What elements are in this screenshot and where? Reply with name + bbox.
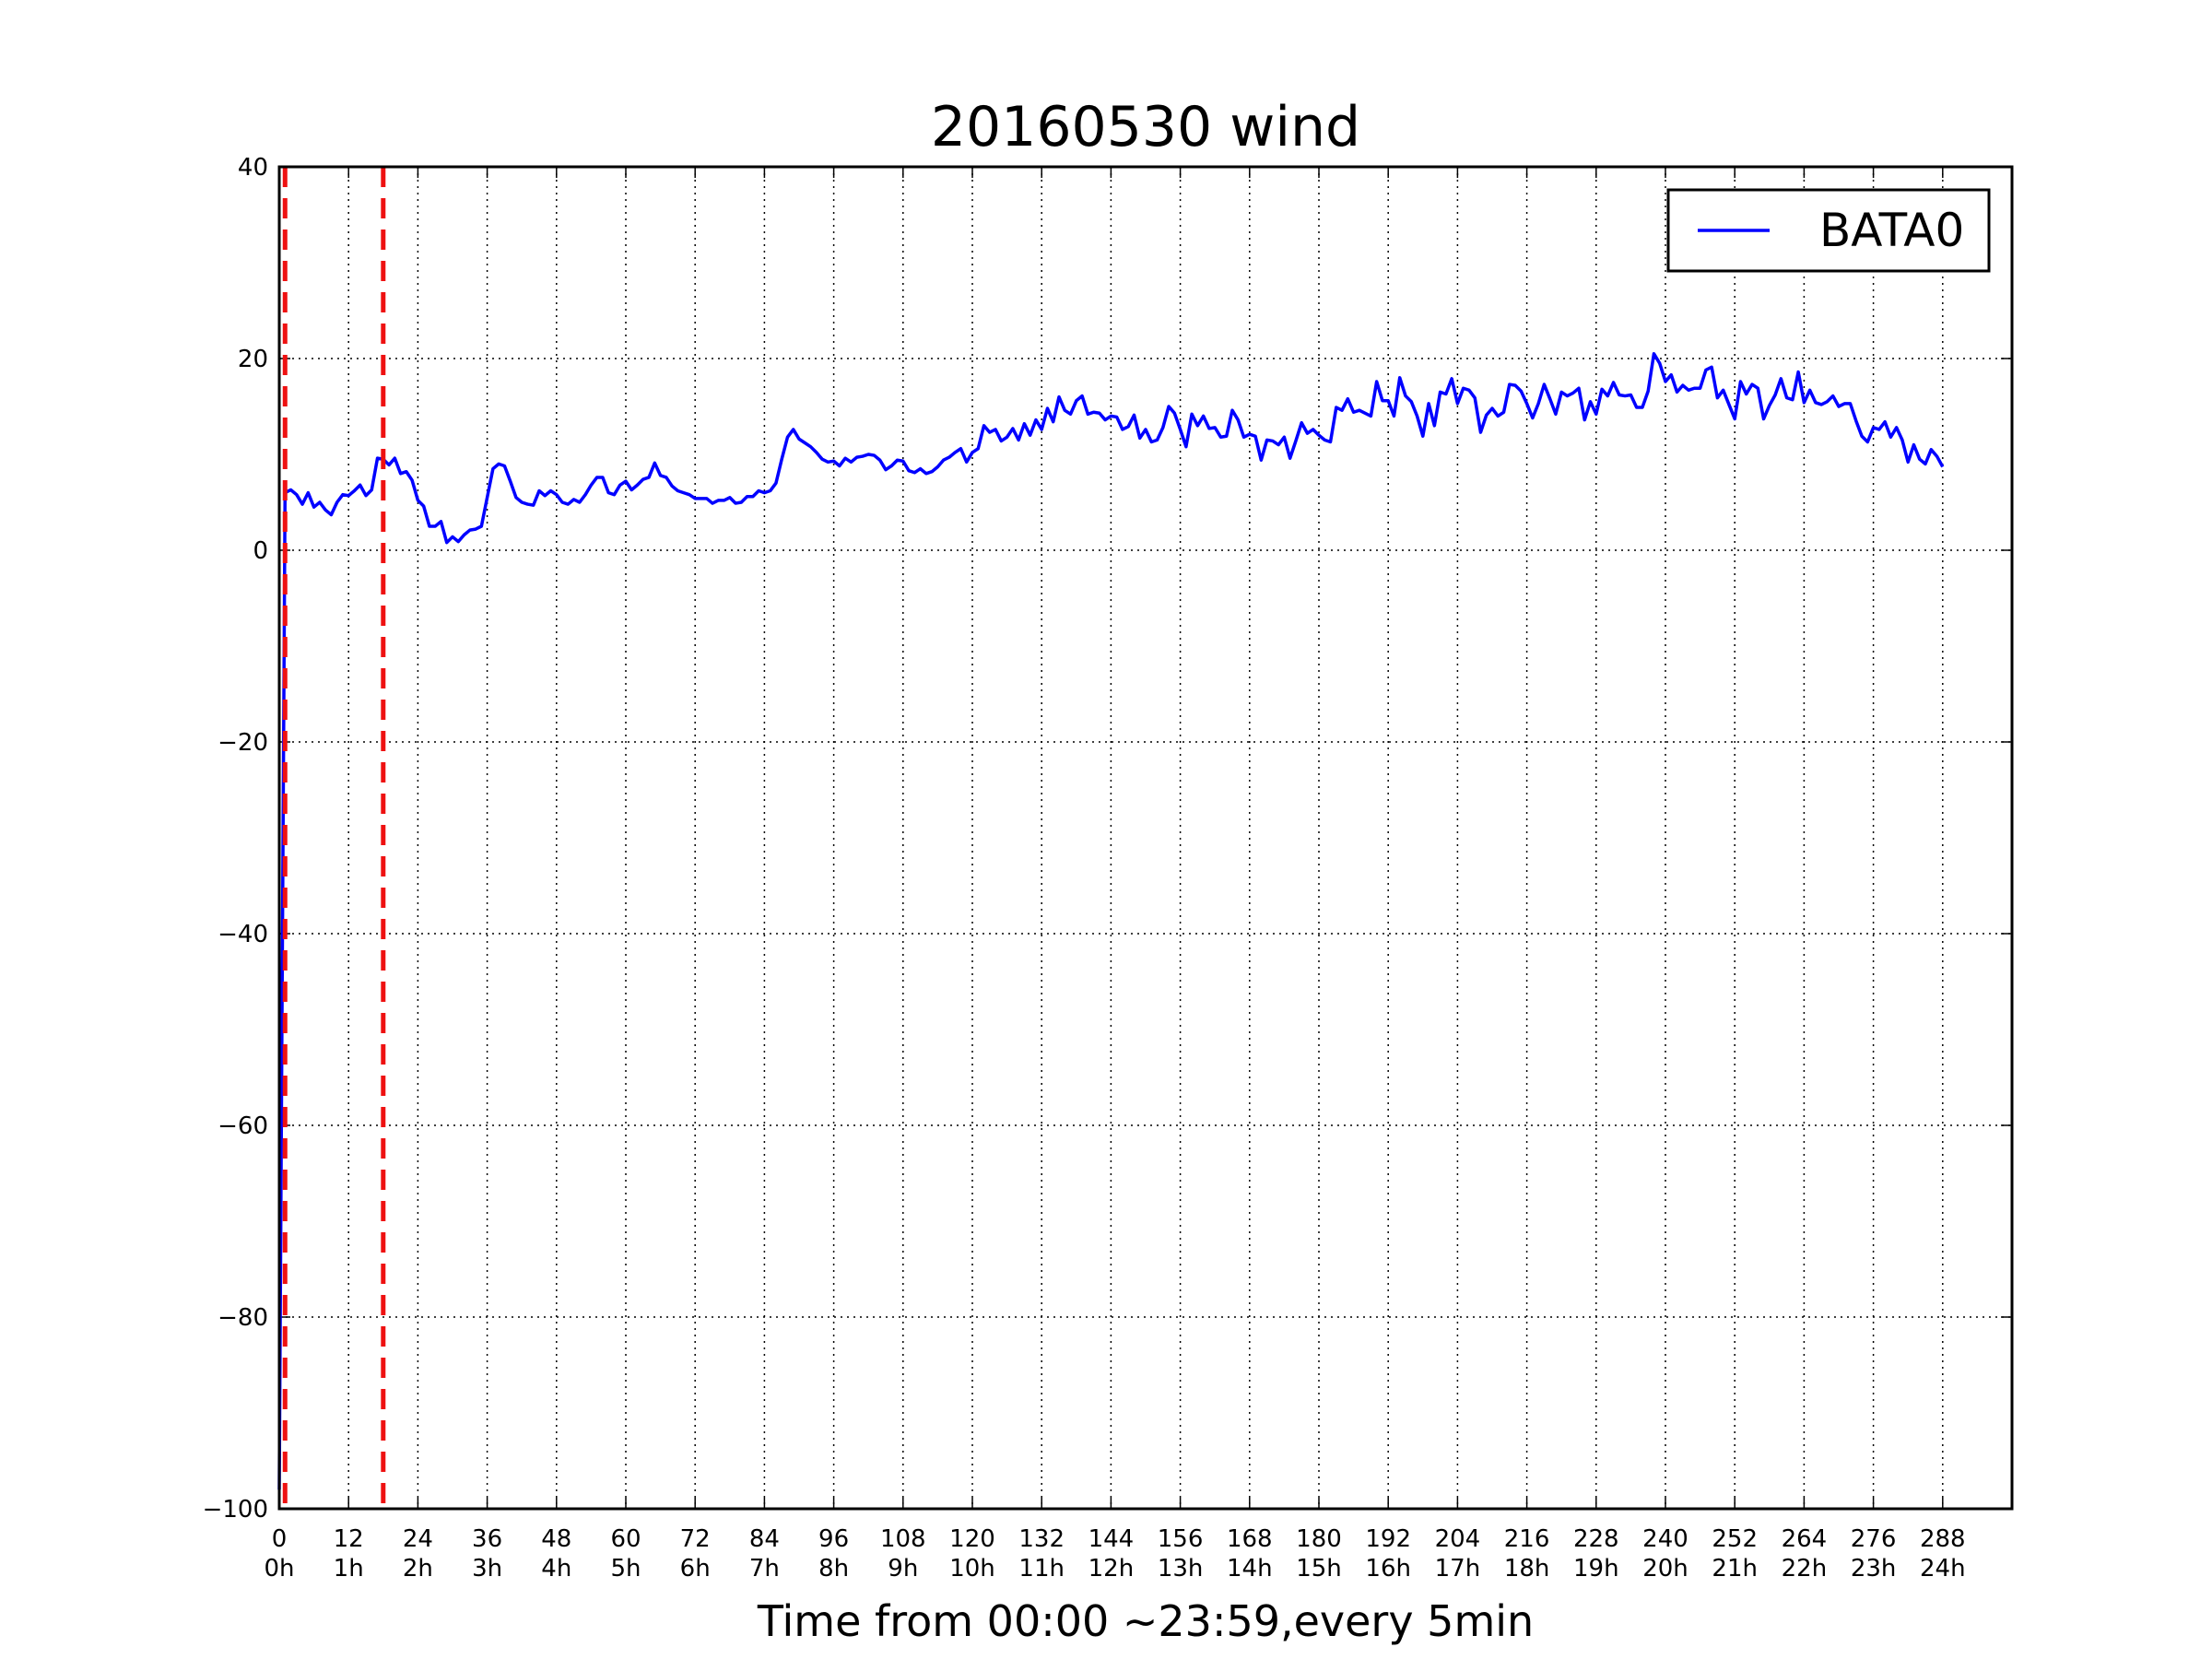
chart-title: 20160530 wind <box>931 95 1360 159</box>
plot-frame <box>277 165 2014 1511</box>
x-tick-hour: 13h <box>1158 1555 1204 1583</box>
x-tick-label: 96 <box>818 1525 849 1553</box>
y-tick-label: 0 <box>253 537 268 565</box>
x-tick-hour: 9h <box>888 1555 918 1583</box>
x-tick-label: 288 <box>1920 1525 1966 1553</box>
x-tick-hour: 22h <box>1782 1555 1828 1583</box>
x-tick-label: 168 <box>1227 1525 1273 1553</box>
x-tick-hour: 18h <box>1504 1555 1550 1583</box>
y-tick-label: 20 <box>238 346 268 373</box>
x-tick-label: 204 <box>1435 1525 1481 1553</box>
y-tick-label: −20 <box>218 729 268 757</box>
x-tick-label: 192 <box>1365 1525 1411 1553</box>
x-tick-label: 228 <box>1573 1525 1619 1553</box>
x-tick-hour: 8h <box>818 1555 849 1583</box>
x-tick-label: 276 <box>1851 1525 1897 1553</box>
x-tick-label: 180 <box>1296 1525 1342 1553</box>
y-tick-label: −80 <box>218 1304 268 1332</box>
x-tick-hour: 19h <box>1573 1555 1619 1583</box>
x-axis-label: Time from 00:00 ~23:59,every 5min <box>757 1596 1534 1646</box>
x-tick-label: 24 <box>403 1525 433 1553</box>
x-tick-hour: 0h <box>264 1555 294 1583</box>
x-tick-label: 264 <box>1782 1525 1828 1553</box>
data-line <box>277 352 1945 1490</box>
x-tick-hour: 17h <box>1435 1555 1481 1583</box>
x-tick-label: 120 <box>949 1525 995 1553</box>
x-tick-label: 0 <box>272 1525 288 1553</box>
x-tick-hour: 4h <box>541 1555 571 1583</box>
x-tick-hour: 11h <box>1018 1555 1065 1583</box>
x-tick-hour: 23h <box>1851 1555 1897 1583</box>
legend: BATA0 <box>1666 188 1991 273</box>
x-tick-label: 144 <box>1088 1525 1135 1553</box>
y-tick-label: −100 <box>203 1496 268 1524</box>
x-tick-hour: 16h <box>1365 1555 1411 1583</box>
x-tick-hour: 6h <box>680 1555 711 1583</box>
x-tick-label: 216 <box>1504 1525 1550 1553</box>
x-tick-label: 108 <box>880 1525 926 1553</box>
x-tick-hour: 24h <box>1920 1555 1966 1583</box>
x-tick-hour: 7h <box>749 1555 780 1583</box>
y-tick-label: −60 <box>218 1112 268 1140</box>
x-tick-label: 48 <box>541 1525 571 1553</box>
y-tick-label: −40 <box>218 921 268 948</box>
y-tick-label: 40 <box>238 154 268 182</box>
x-tick-hour: 20h <box>1642 1555 1688 1583</box>
x-tick-label: 12 <box>334 1525 364 1553</box>
x-tick-label: 156 <box>1158 1525 1204 1553</box>
legend-label: BATA0 <box>1819 204 1964 257</box>
x-tick-hour: 21h <box>1712 1555 1758 1583</box>
x-tick-label: 84 <box>749 1525 780 1553</box>
x-tick-label: 60 <box>610 1525 641 1553</box>
x-tick-hour: 12h <box>1088 1555 1135 1583</box>
x-tick-hour: 14h <box>1227 1555 1273 1583</box>
x-tick-hour: 10h <box>949 1555 995 1583</box>
x-tick-label: 132 <box>1018 1525 1065 1553</box>
x-tick-hour: 15h <box>1296 1555 1342 1583</box>
x-tick-label: 240 <box>1642 1525 1688 1553</box>
x-tick-hour: 2h <box>403 1555 433 1583</box>
x-tick-hour: 5h <box>610 1555 641 1583</box>
x-tick-hour: 1h <box>334 1555 364 1583</box>
x-tick-label: 252 <box>1712 1525 1758 1553</box>
x-tick-label: 72 <box>680 1525 711 1553</box>
x-tick-label: 36 <box>472 1525 502 1553</box>
x-tick-hour: 3h <box>472 1555 502 1583</box>
